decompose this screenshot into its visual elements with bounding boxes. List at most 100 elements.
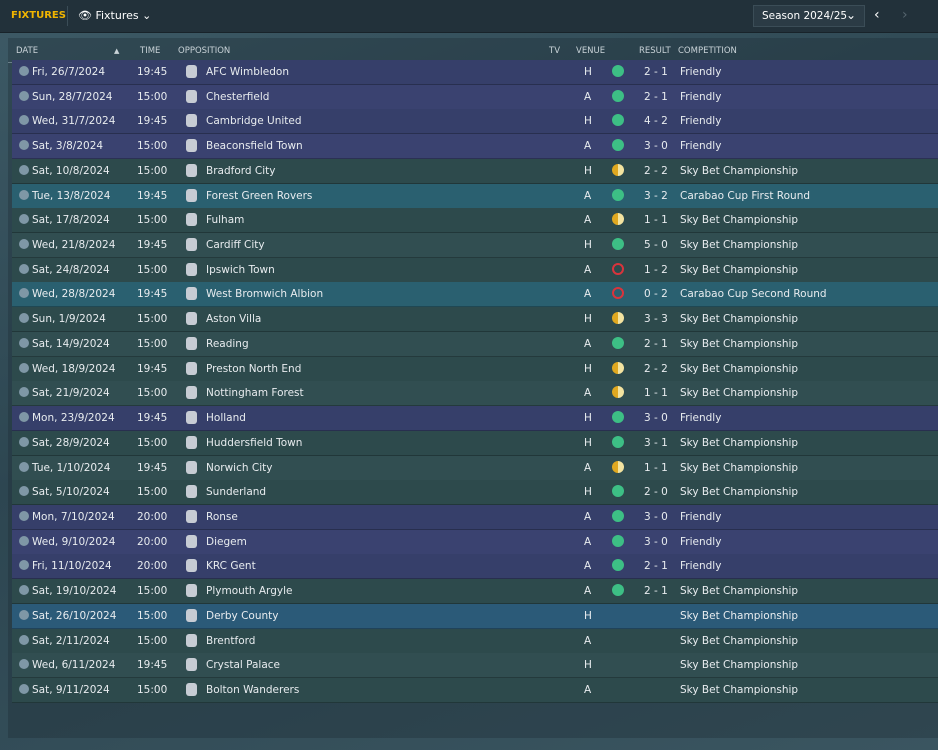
- competition: Sky Bet Championship: [680, 436, 799, 449]
- opposition[interactable]: Norwich City: [206, 461, 273, 474]
- fixture-row[interactable]: Fri, 11/10/2024 20:00 KRC Gent A 2 - 1 Friend…: [12, 554, 938, 580]
- date: Wed, 9/10/2024: [32, 535, 116, 548]
- col-tv[interactable]: TV: [549, 46, 561, 56]
- time: 15:00: [137, 486, 168, 499]
- tab[interactable]: FIXTURES: [11, 10, 66, 21]
- fixture-row[interactable]: Sat, 21/9/2024 15:00 Nottingham Forest A 1 -…: [12, 381, 938, 407]
- opposition[interactable]: Derby County: [206, 609, 279, 622]
- result-icon: [612, 361, 624, 374]
- fixture-row[interactable]: Sat, 5/10/2024 15:00 Sunderland H 2 - 0 Sky B…: [12, 480, 938, 506]
- opposition[interactable]: Preston North End: [206, 362, 302, 375]
- opposition[interactable]: Bradford City: [206, 164, 276, 177]
- fixture-row[interactable]: Wed, 21/8/2024 19:45 Cardiff City H 5 - 0 Sky…: [12, 233, 938, 259]
- fixture-row[interactable]: Wed, 28/8/2024 19:45 West Bromwich Albion A…: [12, 282, 938, 308]
- fixture-row[interactable]: Sat, 19/10/2024 15:00 Plymouth Argyle A 2 - …: [12, 579, 938, 605]
- opposition[interactable]: Aston Villa: [206, 313, 262, 326]
- opposition[interactable]: West Bromwich Albion: [206, 288, 324, 301]
- view-selector[interactable]: 👁 Fixtures ⌄: [78, 9, 152, 22]
- opposition[interactable]: Cardiff City: [206, 239, 265, 252]
- opposition[interactable]: Brentford: [206, 634, 256, 647]
- opposition[interactable]: Diegem: [206, 535, 247, 548]
- fixture-row[interactable]: Sun, 1/9/2024 15:00 Aston Villa H 3 - 3 Sky B…: [12, 307, 938, 333]
- opposition[interactable]: Beaconsfield Town: [206, 140, 303, 153]
- status-icon: [19, 634, 29, 645]
- opposition[interactable]: Bolton Wanderers: [206, 684, 300, 696]
- club-badge: [186, 361, 197, 375]
- opposition[interactable]: Holland: [206, 412, 246, 425]
- fixture-row[interactable]: Sat, 3/8/2024 15:00 Beaconsfield Town A 3 - …: [12, 134, 938, 160]
- next-button[interactable]: ›: [902, 7, 908, 23]
- opposition[interactable]: Crystal Palace: [206, 659, 281, 672]
- col-venue[interactable]: VENUE: [576, 46, 606, 56]
- fixture-row[interactable]: Sat, 14/9/2024 15:00 Reading A 2 - 1 Sky Bet …: [12, 331, 938, 357]
- col-time[interactable]: TIME: [140, 46, 161, 56]
- opposition[interactable]: Forest Green Rovers: [206, 189, 313, 202]
- result: 3 - 3: [644, 313, 668, 326]
- club-badge: [186, 683, 197, 696]
- fixture-row[interactable]: Sat, 24/8/2024 15:00 Ipswich Town A 1 - 2 Sky…: [12, 257, 938, 283]
- opposition[interactable]: Reading: [206, 337, 249, 350]
- club-badge: [186, 139, 197, 153]
- fixture-row[interactable]: Sun, 28/7/2024 15:00 Chesterfield A 2 - 1 Fri…: [12, 84, 938, 110]
- result: 4 - 2: [644, 115, 668, 128]
- competition: Sky Bet Championship: [680, 684, 799, 696]
- date: Sat, 24/8/2024: [32, 263, 110, 276]
- fixture-row[interactable]: Sat, 2/11/2024 15:00 Brentford A Sky Bet Cha…: [12, 628, 938, 654]
- col-date[interactable]: DATE: [16, 46, 39, 56]
- col-opposition[interactable]: OPPOSITION: [178, 46, 231, 56]
- club-badge: [186, 658, 197, 672]
- result-icon: [612, 460, 624, 473]
- prev-button[interactable]: ‹: [874, 7, 880, 23]
- date: Sat, 19/10/2024: [32, 585, 117, 598]
- result-icon: [612, 139, 624, 152]
- status-icon: [19, 239, 29, 250]
- result: 3 - 0: [644, 535, 668, 548]
- venue: A: [584, 585, 592, 598]
- venue: A: [584, 90, 592, 103]
- fixture-row[interactable]: Tue, 1/10/2024 19:45 Norwich City A 1 - 1 Sky…: [12, 455, 938, 481]
- status-icon: [19, 436, 29, 447]
- opposition[interactable]: Huddersfield Town: [206, 436, 303, 449]
- opposition[interactable]: Ronse: [206, 510, 238, 523]
- opposition[interactable]: Ipswich Town: [206, 263, 275, 276]
- opposition[interactable]: Plymouth Argyle: [206, 585, 293, 598]
- status-icon: [19, 214, 29, 225]
- status-icon: [19, 164, 29, 175]
- time: 19:45: [137, 412, 168, 425]
- status-icon: [19, 313, 29, 324]
- fixture-row[interactable]: Wed, 9/10/2024 20:00 Diegem A 3 - 0 Friendly: [12, 529, 938, 555]
- fixture-row[interactable]: Fri, 26/7/2024 19:45 AFC Wimbledon H 2 - 1 Fr…: [12, 60, 938, 85]
- col-result[interactable]: RESULT: [639, 46, 671, 56]
- competition: Sky Bet Championship: [680, 461, 799, 474]
- club-badge: [186, 65, 197, 78]
- result: 2 - 1: [644, 337, 668, 350]
- status-icon: [19, 684, 29, 694]
- opposition[interactable]: Sunderland: [206, 486, 267, 499]
- fixture-row[interactable]: Wed, 18/9/2024 19:45 Preston North End H 2 -…: [12, 356, 938, 382]
- fixture-row[interactable]: Sat, 10/8/2024 15:00 Bradford City H 2 - 2 Sk…: [12, 158, 938, 184]
- season-selector[interactable]: Season 2024/25 ⌄: [753, 5, 865, 27]
- opposition[interactable]: Nottingham Forest: [206, 387, 304, 400]
- status-icon: [19, 486, 29, 497]
- result-icon: [612, 188, 624, 201]
- opposition[interactable]: Chesterfield: [206, 90, 270, 103]
- time: 15:00: [137, 313, 168, 326]
- fixture-row[interactable]: Sat, 9/11/2024 15:00 Bolton Wanderers A Sky …: [12, 678, 938, 703]
- opposition[interactable]: KRC Gent: [206, 560, 256, 573]
- fixture-row[interactable]: Wed, 6/11/2024 19:45 Crystal Palace H Sky Be…: [12, 653, 938, 679]
- col-competition[interactable]: COMPETITION: [678, 46, 737, 56]
- fixture-row[interactable]: Sat, 28/9/2024 15:00 Huddersfield Town H 3 -…: [12, 430, 938, 456]
- fixture-row[interactable]: Sat, 17/8/2024 15:00 Fulham A 1 - 1 Sky Bet C…: [12, 208, 938, 234]
- fixture-row[interactable]: Sat, 26/10/2024 15:00 Derby County H Sky Bet…: [12, 603, 938, 629]
- fixture-row[interactable]: Wed, 31/7/2024 19:45 Cambridge United H 4 - …: [12, 109, 938, 135]
- competition: Sky Bet Championship: [680, 634, 799, 647]
- opposition[interactable]: Cambridge United: [206, 115, 302, 128]
- fixture-row[interactable]: Mon, 7/10/2024 20:00 Ronse A 3 - 0 Friendly: [12, 504, 938, 530]
- fixture-row[interactable]: Tue, 13/8/2024 19:45 Forest Green Rovers A 3…: [12, 183, 938, 209]
- club-badge: [186, 213, 197, 227]
- venue: A: [584, 461, 592, 474]
- fixture-row[interactable]: Mon, 23/9/2024 19:45 Holland H 3 - 0 Friendly: [12, 406, 938, 432]
- competition: Sky Bet Championship: [680, 239, 799, 252]
- opposition[interactable]: Fulham: [206, 214, 245, 227]
- opposition[interactable]: AFC Wimbledon: [206, 66, 289, 78]
